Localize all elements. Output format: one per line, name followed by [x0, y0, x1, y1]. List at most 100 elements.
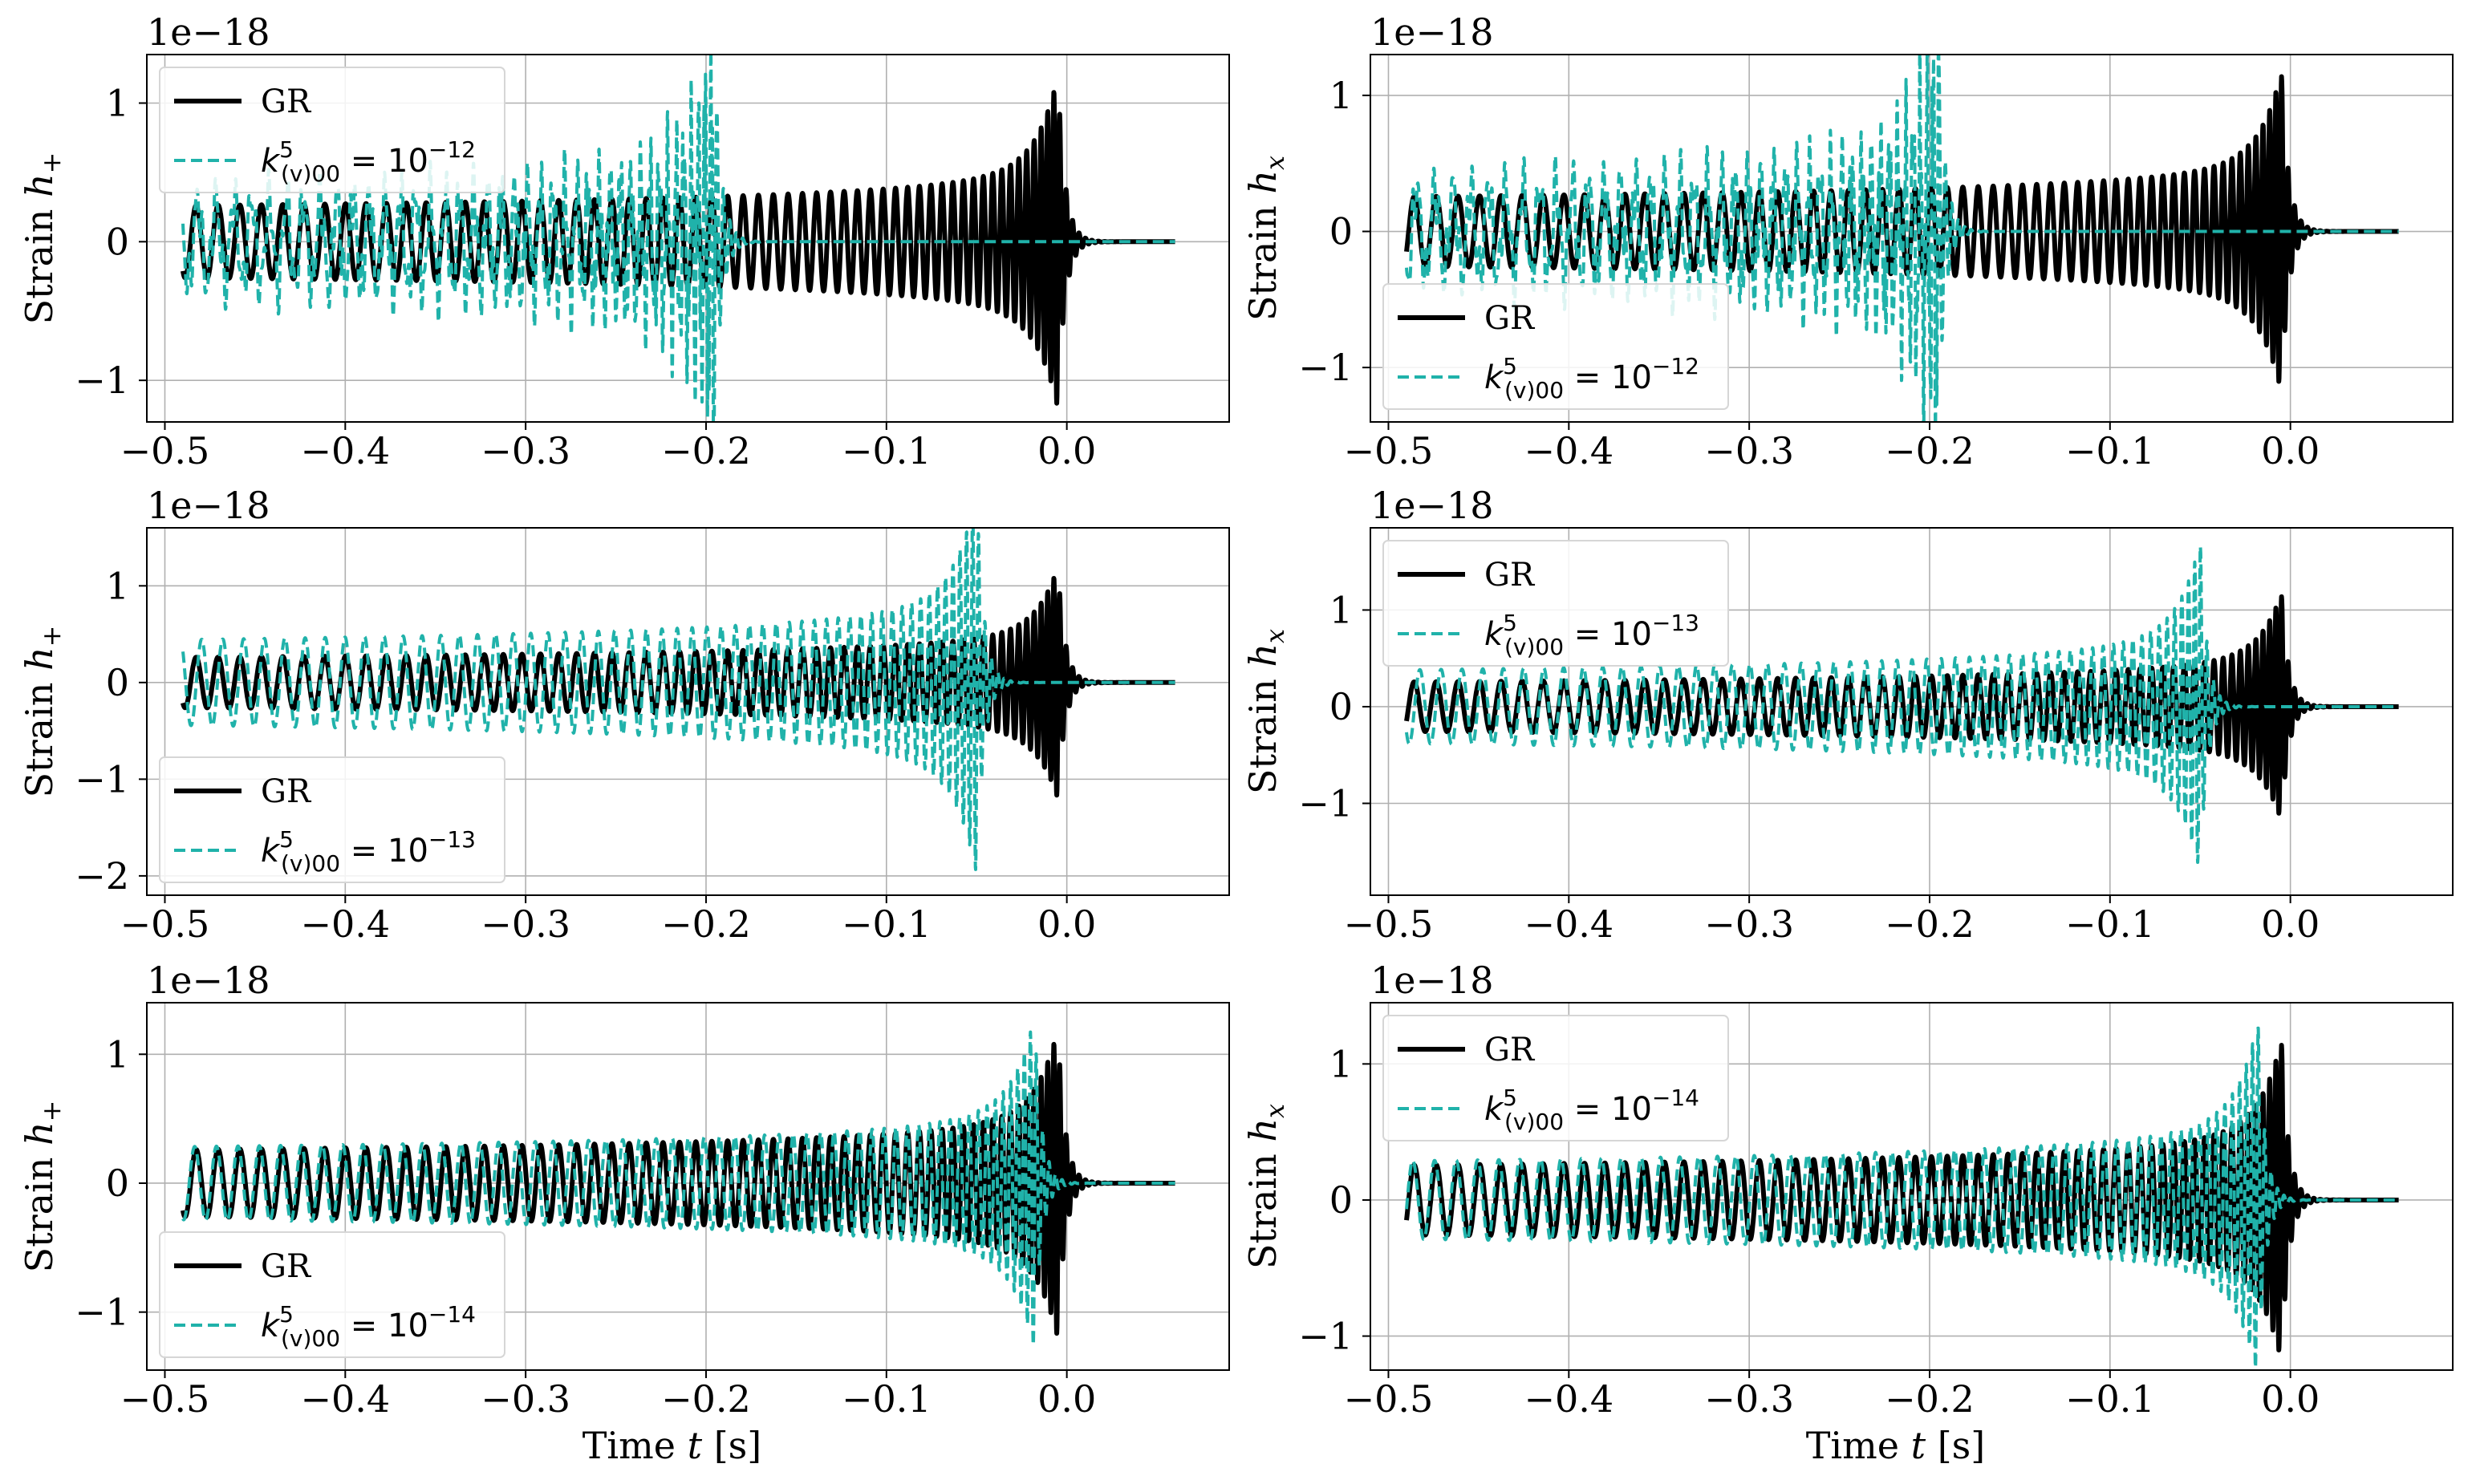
legend: GR k5 (v)00 = 10−14 [159, 1231, 505, 1358]
x-tick-label: −0.1 [842, 429, 932, 472]
x-tick-label: −0.4 [300, 429, 390, 472]
y-tick-label: 0 [106, 220, 129, 263]
offset-label: 1e−18 [1370, 959, 1494, 1002]
x-tick-label: −0.4 [1524, 1377, 1613, 1421]
legend-gr-label: GR [261, 773, 312, 810]
y-tick-label: 1 [106, 81, 129, 124]
panel-3: −0.5 −0.4 −0.3 −0.2 −0.1 0.0 −2 −1 0 1 1e−18 Strain… [18, 484, 1230, 946]
x-tick-label: −0.4 [300, 902, 390, 946]
x-tick-label: −0.2 [661, 1377, 751, 1421]
legend-gr-label: GR [261, 83, 312, 120]
legend: GR k5 (v)00 = 10−13 [1382, 540, 1729, 667]
legend: GR k5 (v)00 = 10−14 [1382, 1015, 1729, 1141]
legend-box [1382, 540, 1729, 667]
x-tick-label: −0.1 [842, 902, 932, 946]
x-tick-label: −0.2 [1885, 1377, 1975, 1421]
x-tick-label: −0.4 [1524, 429, 1613, 472]
x-tick-label: 0.0 [1037, 902, 1096, 946]
y-tick-label: −1 [75, 359, 129, 402]
y-tick-label: −1 [1298, 346, 1353, 389]
panel-4: −0.5 −0.4 −0.3 −0.2 −0.1 0.0 −1 0 1 1e−18 Strain h… [1241, 484, 2454, 946]
gr-series-line [1404, 594, 2401, 816]
x-tick-label: −0.1 [2065, 902, 2155, 946]
curves [181, 55, 1178, 422]
x-tick-label: −0.5 [120, 429, 210, 472]
legend-box [159, 67, 505, 193]
x-tick-label: −0.5 [120, 1377, 210, 1421]
legend-box [1382, 1015, 1729, 1141]
x-tick-label: −0.1 [2065, 429, 2155, 472]
x-tick-label: −0.4 [1524, 902, 1613, 946]
panel-6: −0.5 −0.4 −0.3 −0.2 −0.1 0.0 −1 0 1 1e−18 Strain h… [1241, 959, 2454, 1467]
lv-series-line [1405, 545, 2401, 864]
legend: GR k5 (v)00 = 10−13 [159, 756, 505, 883]
x-tick-label: −0.2 [661, 429, 751, 472]
plot-frame [1370, 54, 2454, 423]
legend: GR k5 (v)00 = 10−12 [159, 67, 505, 193]
x-tick-label: −0.3 [481, 429, 570, 472]
plot-frame [146, 54, 1230, 423]
panel-1: −0.5 −0.4 −0.3 −0.2 −0.1 0.0 −1 0 1 1e−18 Strain h… [18, 10, 1230, 472]
curves [1404, 1026, 2401, 1369]
x-tick-label: −0.4 [300, 1377, 390, 1421]
panel-2: −0.5 −0.4 −0.3 −0.2 −0.1 0.0 −1 0 1 1e−18 Strain h… [1241, 10, 2454, 472]
legend-gr-label: GR [1484, 300, 1536, 337]
legend-box [1382, 283, 1729, 410]
curves [1404, 55, 2401, 422]
x-axis-label: Time t [s] [1806, 1424, 1985, 1467]
x-tick-label: −0.5 [1344, 1377, 1434, 1421]
x-tick-label: 0.0 [2261, 902, 2320, 946]
x-tick-label: −0.3 [1704, 1377, 1794, 1421]
y-axis-label: Strain hx [1241, 156, 1290, 321]
legend-lv-label: k5 (v)00 = 10−13 [261, 826, 476, 877]
y-tick-label: −2 [75, 854, 129, 898]
x-tick-label: 0.0 [2261, 429, 2320, 472]
x-tick-label: −0.2 [1885, 902, 1975, 946]
y-tick-label: −1 [75, 757, 129, 801]
x-tick-label: −0.5 [120, 902, 210, 946]
lv-series-line [181, 55, 1177, 422]
x-tick-label: −0.5 [1344, 902, 1434, 946]
y-axis-label: Strain h+ [18, 152, 67, 325]
legend-lv-label: k5 (v)00 = 10−12 [1484, 353, 1699, 403]
y-tick-label: 0 [1329, 1178, 1353, 1222]
x-tick-label: −0.3 [481, 1377, 570, 1421]
y-tick-label: 0 [106, 1162, 129, 1205]
legend: GR k5 (v)00 = 10−12 [1382, 283, 1729, 410]
x-tick-label: 0.0 [1037, 1377, 1096, 1421]
x-tick-label: −0.3 [1704, 429, 1794, 472]
plot-frame [1370, 527, 2454, 896]
offset-label: 1e−18 [1370, 484, 1494, 527]
panel-5: −0.5 −0.4 −0.3 −0.2 −0.1 0.0 −1 0 1 1e−18 Strain h… [18, 959, 1230, 1467]
legend-gr-label: GR [1484, 557, 1536, 594]
y-tick-label: 1 [106, 1032, 129, 1076]
legend-lv-label: k5 (v)00 = 10−12 [261, 136, 476, 187]
y-tick-label: 0 [1329, 685, 1353, 728]
y-tick-label: 0 [1329, 210, 1353, 253]
x-tick-label: −0.3 [1704, 902, 1794, 946]
legend-gr-label: GR [261, 1248, 312, 1285]
offset-label: 1e−18 [147, 10, 270, 54]
gr-series-line [181, 576, 1178, 798]
offset-label: 1e−18 [1370, 10, 1494, 54]
y-axis-label: Strain h+ [18, 626, 67, 798]
lv-series-line [1405, 55, 2401, 422]
legend-box [159, 756, 505, 883]
y-tick-label: −1 [1298, 1315, 1353, 1358]
legend-box [159, 1231, 505, 1358]
x-tick-label: 0.0 [2261, 1377, 2320, 1421]
y-tick-label: 1 [1329, 1042, 1353, 1085]
y-axis-label: Strain h+ [18, 1101, 67, 1273]
legend-lv-label: k5 (v)00 = 10−14 [261, 1301, 476, 1352]
y-tick-label: −1 [1298, 782, 1353, 825]
curves [1404, 545, 2401, 864]
legend-gr-label: GR [1484, 1032, 1536, 1068]
x-tick-label: −0.5 [1344, 429, 1434, 472]
plot-frame [1370, 1002, 2454, 1371]
offset-label: 1e−18 [147, 959, 270, 1002]
gr-series-line [1404, 74, 2401, 384]
plot-frame [146, 1002, 1230, 1371]
x-axis-label: Time t [s] [582, 1424, 761, 1467]
legend-lv-label: k5 (v)00 = 10−13 [1484, 610, 1699, 660]
